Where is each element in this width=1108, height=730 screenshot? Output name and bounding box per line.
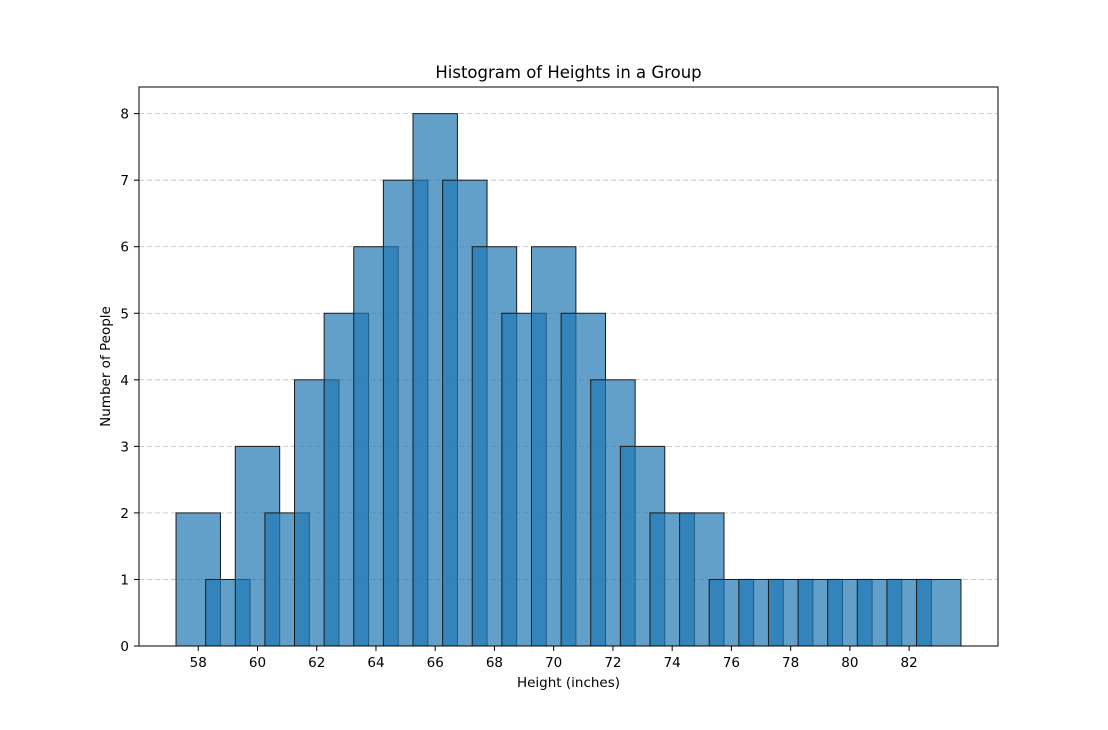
chart-title: Histogram of Heights in a Group [435,63,701,82]
y-tick-label: 6 [120,240,129,256]
x-tick-label: 78 [782,655,799,671]
histogram-bar [916,578,962,647]
y-tick-label: 8 [120,107,129,123]
bar-layer [175,113,962,647]
x-tick-label: 82 [901,655,918,671]
y-axis-ticks: 0 1 2 3 4 5 6 7 8 [120,107,139,655]
y-tick-label: 5 [120,306,129,322]
y-tick-label: 7 [120,173,129,189]
x-tick-label: 68 [486,655,503,671]
y-tick-label: 0 [120,639,129,655]
x-tick-label: 60 [249,655,266,671]
x-tick-label: 62 [308,655,325,671]
x-tick-label: 58 [190,655,207,671]
x-tick-label: 64 [367,655,384,671]
x-tick-label: 76 [723,655,740,671]
x-axis-label: Height (inches) [517,675,620,691]
y-axis-label: Number of People [98,306,114,427]
x-axis-ticks: 58 60 62 64 66 68 70 72 74 76 78 80 82 [190,646,918,671]
y-tick-label: 4 [120,373,129,389]
y-tick-label: 3 [120,439,129,455]
x-tick-label: 66 [427,655,444,671]
x-tick-label: 74 [664,655,681,671]
x-tick-label: 70 [545,655,562,671]
x-tick-label: 72 [604,655,621,671]
x-tick-label: 80 [841,655,858,671]
y-tick-label: 2 [120,506,129,522]
plot-frame [138,86,999,647]
y-tick-label: 1 [120,572,129,588]
